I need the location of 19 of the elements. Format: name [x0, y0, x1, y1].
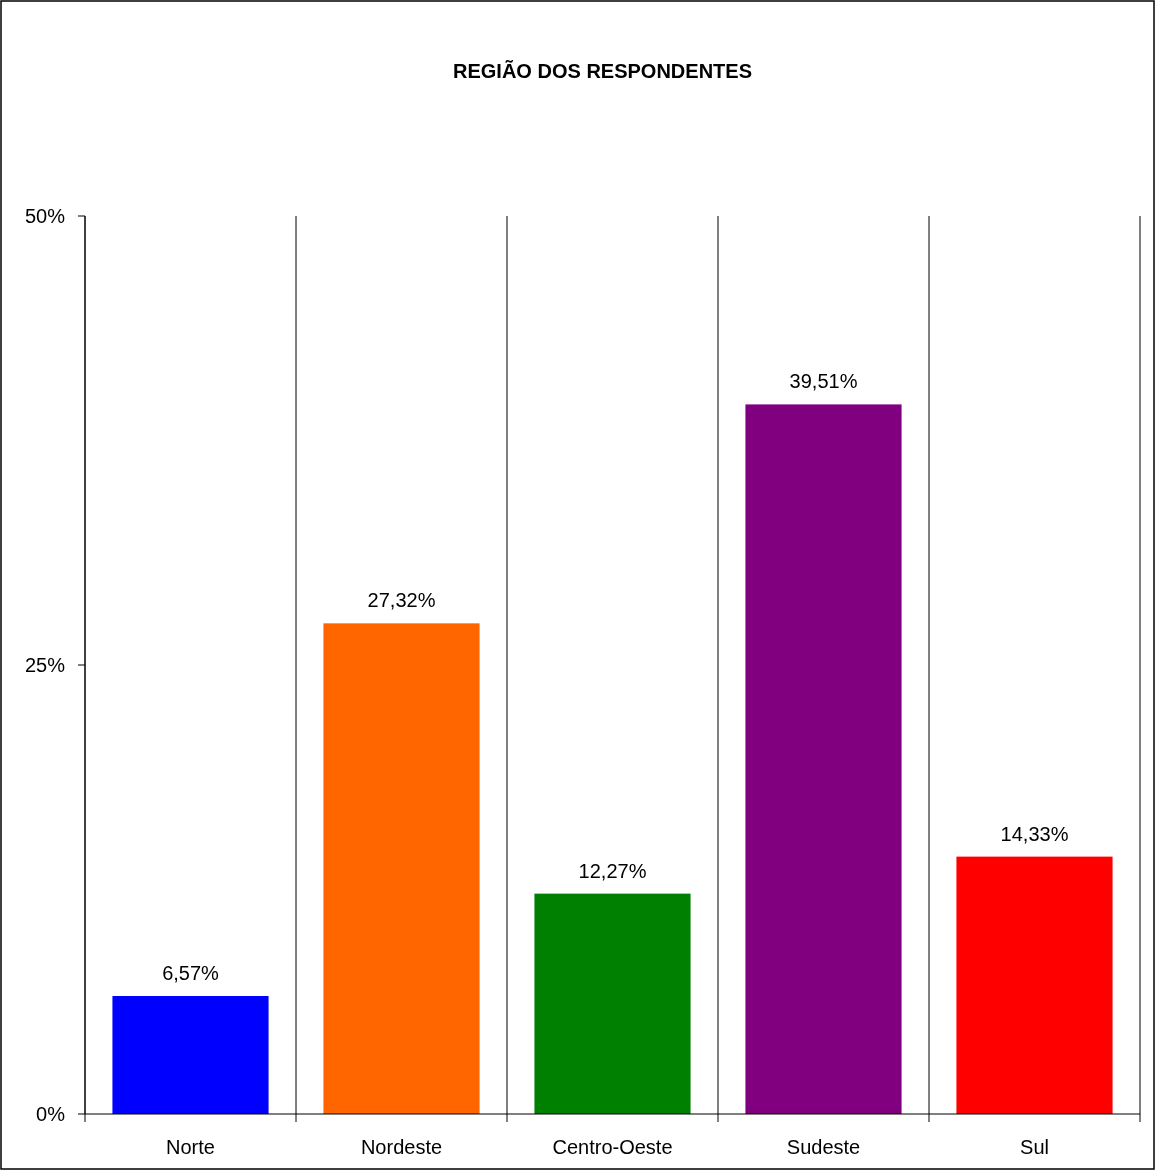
bar: [956, 856, 1113, 1114]
data-label: 27,32%: [367, 589, 436, 612]
data-label: 14,33%: [1000, 822, 1069, 845]
x-tick-label: Nordeste: [360, 1136, 443, 1158]
x-tick-label: Sul: [1020, 1136, 1049, 1158]
bar: [323, 623, 480, 1114]
bar: [534, 893, 691, 1114]
chart-title: REGIÃO DOS RESPONDENTES: [453, 60, 752, 82]
y-tick-label: 25%: [24, 654, 66, 676]
bar: [112, 996, 269, 1114]
data-label: 6,57%: [162, 962, 220, 984]
data-label: 39,51%: [789, 370, 858, 393]
y-tick-label: 0%: [36, 1103, 66, 1125]
x-tick-label: Centro-Oeste: [552, 1136, 673, 1158]
x-tick-label: Norte: [166, 1136, 215, 1158]
bar: [745, 404, 902, 1114]
y-tick-label: 50%: [24, 205, 66, 227]
x-tick-label: Sudeste: [786, 1136, 861, 1158]
data-label: 12,27%: [578, 859, 647, 882]
